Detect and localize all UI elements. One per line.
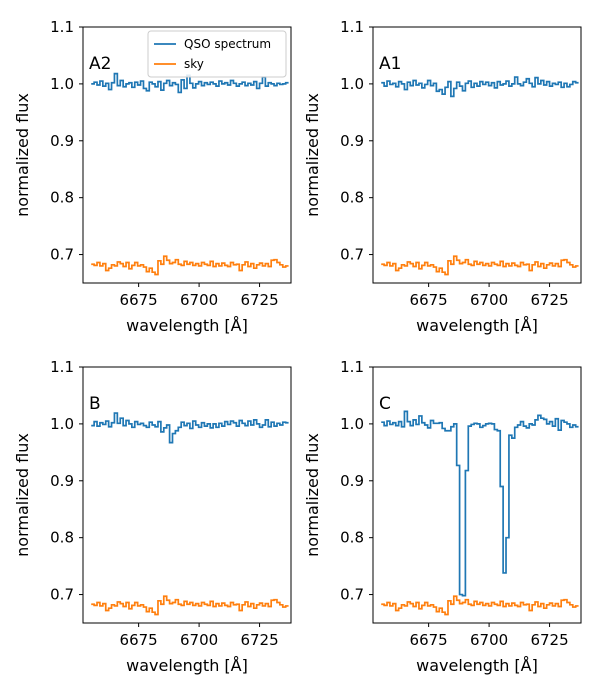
y-tick-label: 0.7 bbox=[340, 246, 364, 264]
axes-frame bbox=[372, 366, 582, 624]
axes-frame bbox=[82, 366, 292, 624]
panel-c: 6675 6700 6725 0.7 0.8 0.9 1.0 1.1 wavelength [Å… bbox=[303, 358, 582, 675]
x-tick-label: 6700 bbox=[180, 291, 218, 309]
y-tick-label: 0.7 bbox=[340, 586, 364, 604]
y-tick-label: 0.7 bbox=[50, 586, 74, 604]
x-axis-label: wavelength [Å] bbox=[126, 656, 248, 675]
series-line-qso-spectrum bbox=[381, 76, 579, 98]
legend-entry: sky bbox=[184, 57, 204, 71]
x-axis-label: wavelength [Å] bbox=[416, 316, 538, 335]
panel-label: A2 bbox=[89, 54, 111, 74]
y-tick-label: 1.0 bbox=[50, 75, 74, 93]
y-tick-label: 1.1 bbox=[340, 358, 364, 376]
y-tick-label: 0.7 bbox=[50, 246, 74, 264]
x-axis-label: wavelength [Å] bbox=[416, 656, 538, 675]
y-tick-label: 0.9 bbox=[340, 132, 364, 150]
axes-frame bbox=[372, 26, 582, 284]
panel-label: A1 bbox=[379, 54, 401, 74]
y-tick-label: 0.8 bbox=[50, 529, 74, 547]
x-tick-label: 6725 bbox=[530, 631, 568, 649]
panel-a2: 6675 6700 6725 0.7 0.8 0.9 1.0 1.1 wavelength [Å… bbox=[13, 18, 292, 335]
series-line-sky bbox=[91, 595, 289, 616]
series-line-sky bbox=[381, 595, 579, 616]
x-tick-label: 6725 bbox=[240, 631, 278, 649]
y-tick-label: 0.8 bbox=[340, 529, 364, 547]
series-line-sky bbox=[91, 255, 289, 276]
y-tick-label: 0.9 bbox=[340, 472, 364, 490]
series-line-qso-spectrum bbox=[381, 410, 579, 597]
y-tick-label: 1.1 bbox=[50, 358, 74, 376]
series-line-qso-spectrum bbox=[91, 412, 289, 444]
x-tick-label: 6725 bbox=[240, 291, 278, 309]
y-tick-label: 1.1 bbox=[340, 18, 364, 36]
y-tick-label: 1.0 bbox=[50, 415, 74, 433]
panel-label: B bbox=[89, 394, 101, 414]
y-tick-label: 1.0 bbox=[340, 75, 364, 93]
y-axis-label: normalized flux bbox=[13, 93, 32, 217]
series-line-sky bbox=[381, 255, 579, 276]
y-tick-label: 1.0 bbox=[340, 415, 364, 433]
x-axis-label: wavelength [Å] bbox=[126, 316, 248, 335]
panel-b: 6675 6700 6725 0.7 0.8 0.9 1.0 1.1 wavelength [Å… bbox=[13, 358, 292, 675]
x-tick-label: 6700 bbox=[470, 631, 508, 649]
x-tick-label: 6725 bbox=[530, 291, 568, 309]
x-tick-label: 6700 bbox=[180, 631, 218, 649]
y-tick-label: 0.9 bbox=[50, 132, 74, 150]
y-axis-label: normalized flux bbox=[303, 93, 322, 217]
legend-box bbox=[147, 30, 287, 78]
y-tick-label: 0.8 bbox=[50, 189, 74, 207]
panel-label: C bbox=[379, 394, 391, 414]
panel-a1: 6675 6700 6725 0.7 0.8 0.9 1.0 1.1 wavelength [Å… bbox=[303, 18, 582, 335]
y-tick-label: 1.1 bbox=[50, 18, 74, 36]
y-axis-label: normalized flux bbox=[13, 433, 32, 557]
axes-frame bbox=[82, 26, 292, 284]
legend-entry: QSO spectrum bbox=[184, 37, 271, 51]
x-tick-label: 6675 bbox=[410, 631, 448, 649]
y-tick-label: 0.8 bbox=[340, 189, 364, 207]
x-tick-label: 6700 bbox=[470, 291, 508, 309]
x-tick-label: 6675 bbox=[120, 631, 158, 649]
legend: QSO spectrum sky bbox=[147, 30, 287, 78]
y-axis-label: normalized flux bbox=[303, 433, 322, 557]
y-tick-label: 0.9 bbox=[50, 472, 74, 490]
x-tick-label: 6675 bbox=[120, 291, 158, 309]
series-line-qso-spectrum bbox=[91, 72, 289, 94]
x-tick-label: 6675 bbox=[410, 291, 448, 309]
